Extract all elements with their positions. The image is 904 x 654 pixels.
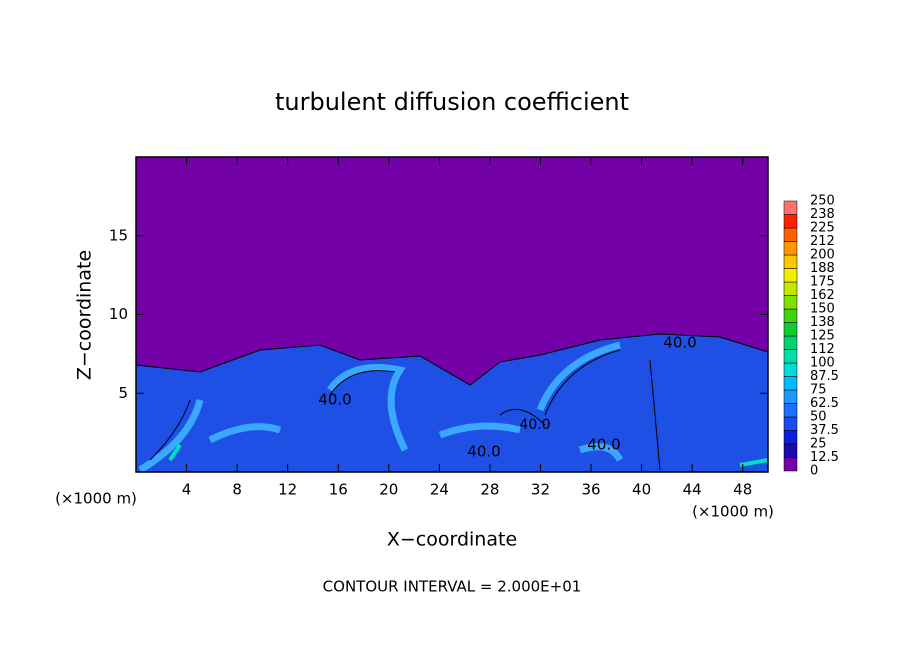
colorbar-cell — [783, 349, 798, 364]
colorbar-cell — [783, 214, 798, 229]
colorbar-cell — [783, 241, 798, 256]
colorbar-label: 250 — [810, 194, 835, 209]
streak — [168, 443, 769, 467]
colorbar-cell — [783, 281, 798, 296]
colorbar-label: 75 — [810, 383, 827, 398]
x-tick-label: 44 — [683, 481, 702, 499]
colorbar-label: 200 — [810, 248, 835, 263]
colorbar-cell — [783, 416, 798, 431]
x-tick-label: 12 — [278, 481, 297, 499]
colorbar-label: 87.5 — [810, 369, 839, 384]
colorbar-label: 62.5 — [810, 396, 839, 411]
x-tick-label: 28 — [480, 481, 499, 499]
contour-label: 40.0 — [467, 443, 500, 461]
colorbar-label: 162 — [810, 288, 835, 303]
colorbar-cell — [783, 430, 798, 445]
x-tick-label: 36 — [581, 481, 600, 499]
colorbar-label: 12.5 — [810, 450, 839, 465]
colorbar-label: 212 — [810, 234, 835, 249]
x-tick-label: 4 — [182, 481, 192, 499]
colorbar-label: 37.5 — [810, 423, 839, 438]
colorbar-label: 25 — [810, 437, 827, 452]
contour-label: 40.0 — [663, 334, 696, 352]
colorbar-label: 225 — [810, 221, 835, 236]
x-tick-label: 32 — [531, 481, 550, 499]
colorbar-cell — [783, 443, 798, 458]
x-tick-label: 48 — [733, 481, 752, 499]
x-unit: (×1000 m) — [692, 503, 774, 521]
turbulent-region — [136, 334, 768, 472]
contour-label: 40.0 — [519, 417, 550, 433]
colorbar-cell — [783, 268, 798, 283]
y-tick-label: 15 — [109, 226, 128, 244]
footer: CONTOUR INTERVAL = 2.000E+01 — [323, 578, 582, 596]
x-tick-label: 8 — [232, 481, 242, 499]
contour-label: 40.0 — [587, 436, 620, 454]
colorbar-cell — [783, 457, 798, 472]
colorbar-label: 150 — [810, 302, 835, 317]
colorbar-cell — [783, 254, 798, 269]
colorbar-cell — [783, 403, 798, 418]
colorbar-label: 238 — [810, 207, 835, 222]
colorbar-label: 0 — [810, 464, 818, 479]
x-unit: (×1000 m) — [55, 490, 137, 508]
colorbar-label: 125 — [810, 329, 835, 344]
colorbar-cell — [783, 389, 798, 404]
y-axis-label: Z−coordinate — [74, 250, 96, 380]
colorbar-label: 100 — [810, 356, 835, 371]
x-tick-label: 40 — [632, 481, 651, 499]
x-tick-label: 16 — [329, 481, 348, 499]
streak — [138, 341, 624, 474]
colorbar-cell — [783, 362, 798, 377]
colorbar-cell — [783, 295, 798, 310]
chart-title: turbulent diffusion coefficient — [275, 88, 629, 116]
colorbar-cell — [783, 376, 798, 391]
x-tick-label: 24 — [430, 481, 449, 499]
colorbar-cell — [783, 227, 798, 242]
x-tick-label: 20 — [379, 481, 398, 499]
colorbar-cell — [783, 200, 798, 215]
colorbar-label: 138 — [810, 315, 835, 330]
y-tick-label: 10 — [109, 305, 128, 323]
y-tick-label: 5 — [118, 384, 128, 402]
colorbar-cell — [783, 335, 798, 350]
colorbar-cell — [783, 322, 798, 337]
colorbar-label: 175 — [810, 275, 835, 290]
colorbar-label: 188 — [810, 261, 835, 276]
colorbar-cell — [783, 308, 798, 323]
colorbar-label: 50 — [810, 410, 827, 425]
contour-label: 40.0 — [318, 391, 351, 409]
colorbar-label: 112 — [810, 342, 835, 357]
x-axis-label: X−coordinate — [387, 529, 517, 551]
field — [135, 157, 769, 474]
contour-line — [135, 333, 769, 471]
